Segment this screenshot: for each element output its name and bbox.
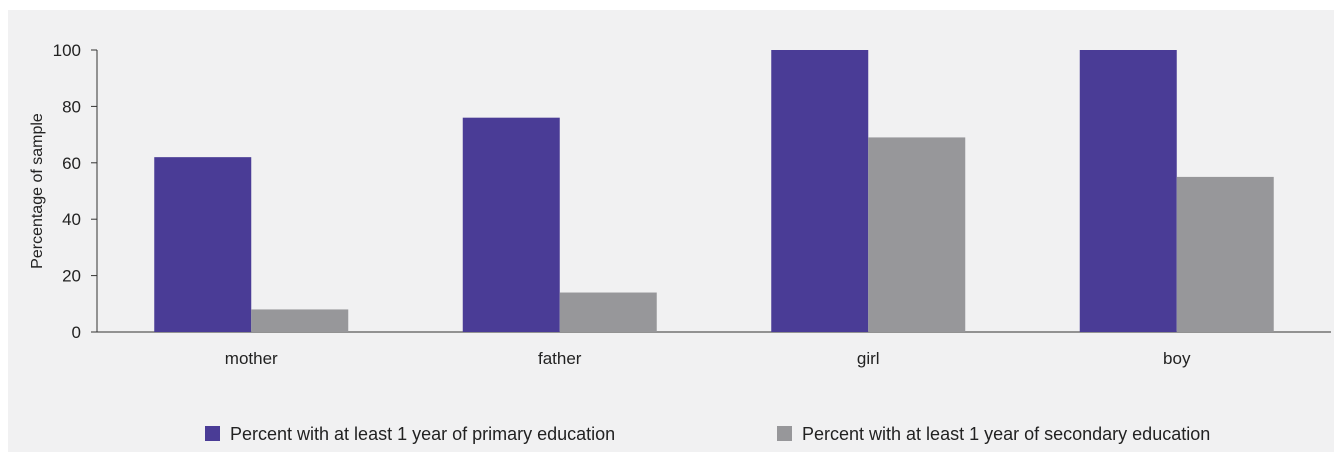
y-tick-label: 100 xyxy=(53,41,81,60)
y-axis: 0 20 40 60 80 100 xyxy=(53,41,98,342)
legend-item-2: Percent with at least 1 year of secondar… xyxy=(777,424,1210,444)
x-category-label: girl xyxy=(857,349,880,368)
y-tick-label: 60 xyxy=(62,154,81,173)
bar-girl-series-2 xyxy=(868,137,966,332)
legend-swatch xyxy=(205,426,220,441)
bars-group xyxy=(154,50,1274,333)
x-category-label: mother xyxy=(225,349,278,368)
legend: Percent with at least 1 year of primary … xyxy=(205,424,1210,444)
x-category-label: boy xyxy=(1163,349,1191,368)
bar-mother-series-1 xyxy=(154,157,252,332)
legend-label: Percent with at least 1 year of secondar… xyxy=(802,424,1210,444)
bar-father-series-2 xyxy=(559,292,657,332)
bar-father-series-1 xyxy=(462,117,560,333)
x-category-label: father xyxy=(538,349,582,368)
x-axis: mother father girl boy xyxy=(97,331,1331,368)
bar-girl-series-1 xyxy=(771,50,869,332)
legend-item-1: Percent with at least 1 year of primary … xyxy=(205,424,615,444)
bar-boy-series-2 xyxy=(1176,176,1274,332)
bar-boy-series-1 xyxy=(1079,50,1177,332)
y-tick-label: 20 xyxy=(62,267,81,286)
legend-swatch xyxy=(777,426,792,441)
y-tick-label: 0 xyxy=(72,323,81,342)
bar-mother-series-2 xyxy=(251,309,349,332)
y-tick-label: 80 xyxy=(62,97,81,116)
y-axis-title: Percentage of sample xyxy=(29,113,46,269)
y-tick-label: 40 xyxy=(62,210,81,229)
legend-label: Percent with at least 1 year of primary … xyxy=(230,424,615,444)
